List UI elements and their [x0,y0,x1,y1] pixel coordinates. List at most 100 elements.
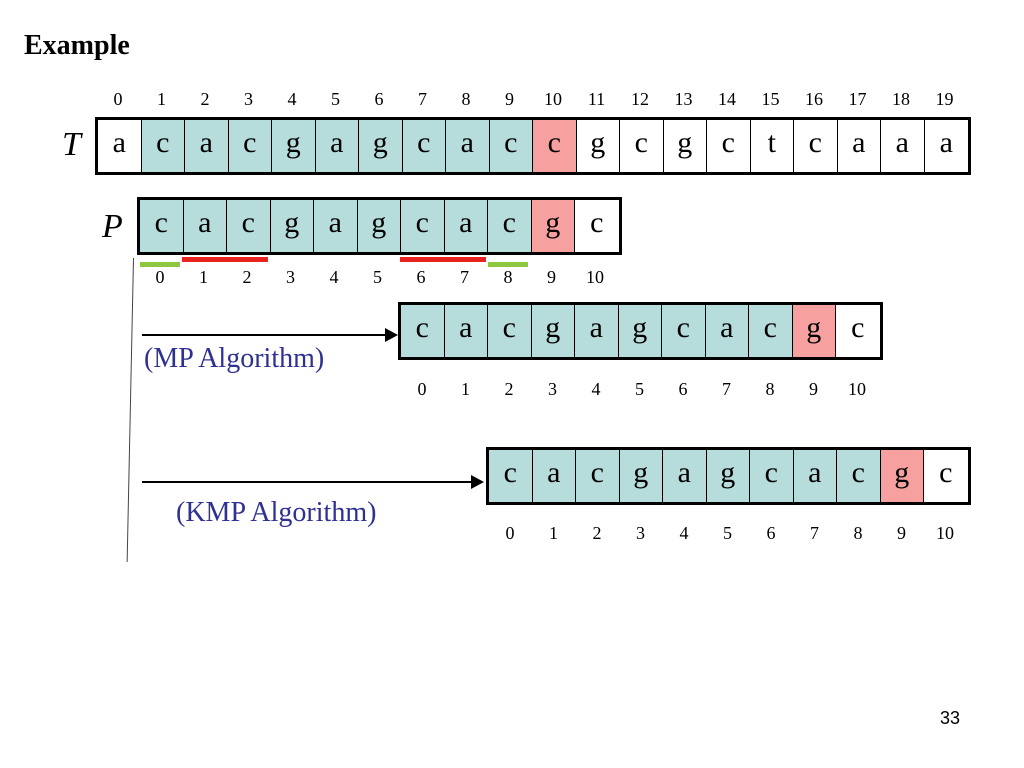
char-cell: g [880,450,924,502]
char-cell: g [531,305,575,357]
char-cell: g [531,200,575,252]
kmp-shift-arrow [142,475,484,489]
index-label: 7 [418,89,427,109]
char-cell: a [315,120,359,172]
char-cell: c [836,305,880,357]
index-label: 15 [761,89,780,109]
char-cell: g [663,120,707,172]
index-label: 8 [461,89,471,109]
index-label: 0 [505,523,515,543]
index-label: 17 [848,89,867,109]
index-label: 7 [810,523,819,543]
char-cell: c [141,120,185,172]
index-label: 8 [853,523,863,543]
char-cell: a [793,450,837,502]
char-cell: c [401,200,445,252]
char-cell: c [575,200,619,252]
index-label: 9 [505,89,514,109]
char-cell: c [489,450,533,502]
char-cell: g [706,450,750,502]
char-cell: a [314,200,358,252]
index-label: 5 [331,89,340,109]
index-label: 19 [935,89,954,109]
slide-title: Example [24,30,130,61]
char-cell: c [227,200,271,252]
char-cell: a [705,305,749,357]
char-cell: a [881,120,925,172]
index-label: 5 [635,379,644,399]
index-label: 3 [636,523,645,543]
index-label: 2 [242,267,252,287]
prefix-underline-green [140,262,180,267]
index-label: 13 [674,89,693,109]
char-cell: a [663,450,707,502]
index-label: 6 [374,89,384,109]
char-cell: c [401,305,445,357]
char-cell: a [446,120,490,172]
pattern-index-row: 0 1 2 3 4 5 6 7 8 9 10 [138,266,618,288]
page-number: 33 [939,708,960,728]
char-cell: a [185,120,229,172]
index-label: 2 [592,523,602,543]
char-cell: a [924,120,968,172]
index-label: 4 [287,89,297,109]
index-label: 1 [549,523,558,543]
kmp-algorithm-label: (KMP Algorithm) [176,497,377,528]
index-label: 0 [417,379,427,399]
index-label: 0 [113,89,123,109]
char-cell: c [140,200,184,252]
char-cell: c [750,450,794,502]
index-label: 2 [504,379,514,399]
char-cell: c [749,305,793,357]
index-label: 1 [157,89,166,109]
char-cell: t [750,120,794,172]
index-label: 10 [936,523,954,543]
index-label: 1 [199,267,208,287]
char-cell: c [533,120,577,172]
char-cell: c [488,200,532,252]
text-label: T [62,126,81,163]
index-label: 4 [679,523,689,543]
char-cell: a [532,450,576,502]
index-label: 7 [460,267,469,287]
index-label: 4 [329,267,339,287]
index-label: 10 [848,379,866,399]
char-cell: g [270,200,314,252]
index-label: 11 [587,89,606,109]
index-label: 4 [591,379,601,399]
index-label: 6 [416,267,426,287]
char-cell: a [575,305,619,357]
index-label: 2 [200,89,210,109]
char-cell: c [662,305,706,357]
char-cell: c [489,120,533,172]
index-label: 6 [678,379,688,399]
mp-algorithm-label: (MP Algorithm) [144,343,325,374]
index-label: 18 [892,89,910,109]
index-label: 14 [718,89,736,109]
index-label: 5 [373,267,382,287]
index-label: 7 [722,379,731,399]
pattern-label: P [102,208,123,245]
char-cell: c [488,305,532,357]
index-label: 10 [586,267,604,287]
index-label: 8 [503,267,513,287]
char-cell: c [837,450,881,502]
index-label: 9 [897,523,906,543]
char-cell: g [792,305,836,357]
index-label: 3 [286,267,295,287]
index-label: 9 [547,267,556,287]
prefix-underline-red [182,257,268,262]
char-cell: g [272,120,316,172]
char-cell: g [619,450,663,502]
char-cell: g [618,305,662,357]
char-cell: a [444,200,488,252]
index-label: 3 [548,379,557,399]
char-cell: a [98,120,142,172]
index-label: 1 [461,379,470,399]
alignment-guide-line [126,257,134,562]
index-label: 16 [805,89,823,109]
index-label: 10 [544,89,562,109]
